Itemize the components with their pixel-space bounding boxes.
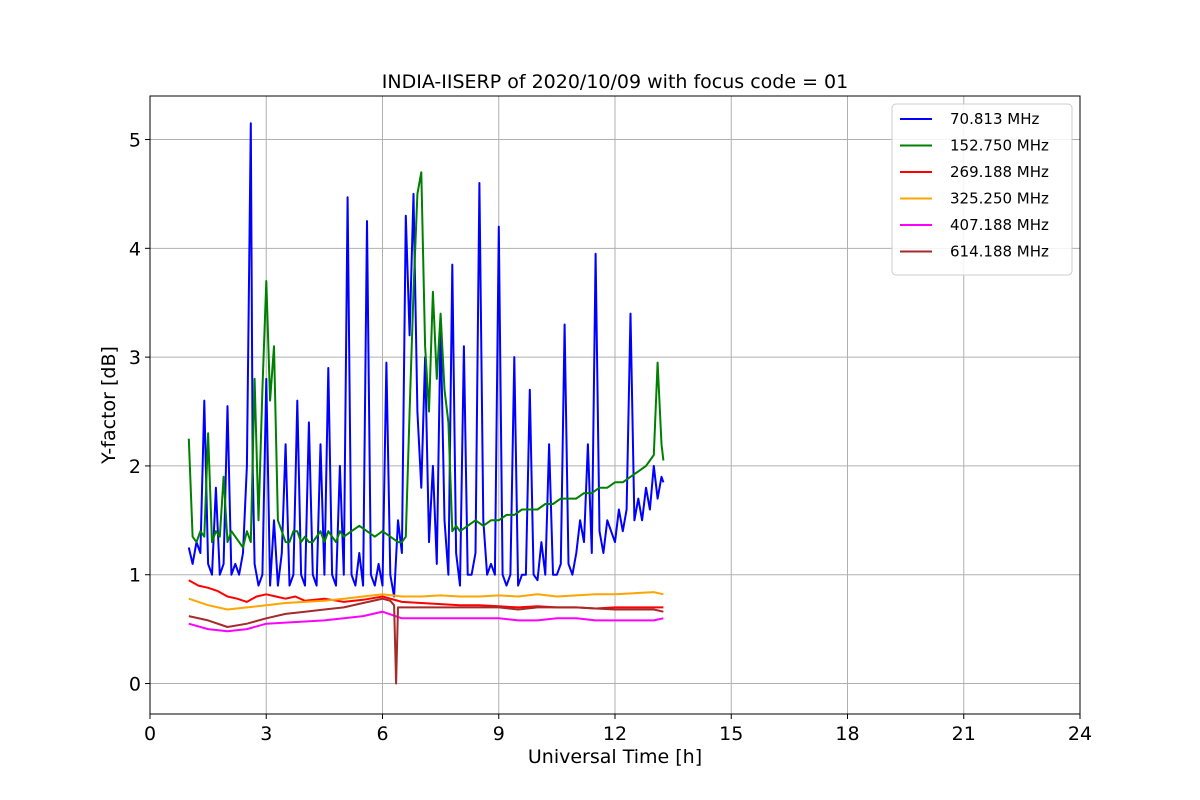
y-axis-label: Y-factor [dB] bbox=[98, 346, 120, 465]
y-tick-label: 1 bbox=[129, 565, 141, 587]
legend-label: 152.750 MHz bbox=[950, 137, 1049, 155]
x-tick-label: 0 bbox=[144, 723, 156, 745]
y-tick-label: 2 bbox=[129, 456, 141, 478]
y-tick-label: 3 bbox=[129, 347, 141, 369]
legend-label: 325.250 MHz bbox=[950, 190, 1049, 208]
y-tick-label: 5 bbox=[129, 130, 141, 152]
x-tick-label: 9 bbox=[493, 723, 505, 745]
series-line-5 bbox=[188, 610, 664, 633]
x-tick-label: 24 bbox=[1068, 723, 1092, 745]
x-tick-label: 12 bbox=[603, 723, 627, 745]
y-tick-label: 4 bbox=[129, 238, 141, 260]
legend-label: 70.813 MHz bbox=[950, 110, 1039, 128]
series-line-2 bbox=[187, 171, 665, 549]
legend-label: 614.188 MHz bbox=[950, 243, 1049, 261]
x-tick-label: 15 bbox=[719, 723, 743, 745]
y-tick-label: 0 bbox=[129, 674, 141, 696]
x-axis-label: Universal Time [h] bbox=[528, 746, 702, 768]
legend-box bbox=[891, 103, 1073, 276]
x-tick-label: 18 bbox=[835, 723, 859, 745]
legend-label: 269.188 MHz bbox=[950, 163, 1049, 181]
x-tick-label: 21 bbox=[952, 723, 976, 745]
chart-title: INDIA-IISERP of 2020/10/09 with focus co… bbox=[382, 71, 848, 93]
x-tick-label: 6 bbox=[376, 723, 388, 745]
legend-label: 407.188 MHz bbox=[950, 216, 1049, 234]
x-tick-label: 3 bbox=[260, 723, 272, 745]
series-line-6 bbox=[188, 597, 664, 685]
series-line-4 bbox=[188, 591, 664, 611]
series-layer bbox=[187, 122, 665, 685]
legend: 70.813 MHz 152.750 MHz 269.188 MHz 325.250 … bbox=[891, 103, 1073, 276]
